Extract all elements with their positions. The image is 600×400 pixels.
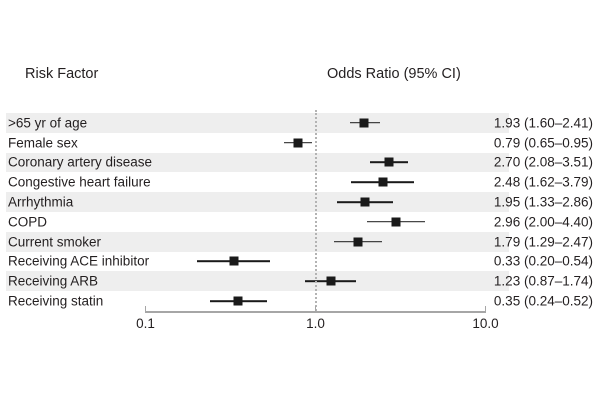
forest-row: Receiving ARB 1.23 (0.87–1.74) — [0, 271, 600, 292]
axis-tick-label: 0.1 — [136, 316, 155, 331]
risk-factor-label: >65 yr of age — [8, 115, 88, 131]
forest-row: COPD 2.96 (2.00–4.40) — [0, 212, 600, 232]
risk-factor-label: Coronary artery disease — [8, 154, 153, 170]
risk-factor-label: Current smoker — [8, 234, 102, 250]
risk-factor-label: Receiving ACE inhibitor — [8, 253, 150, 269]
or-ci-value: 0.33 (0.20–0.54) — [493, 253, 593, 269]
axis-tick — [144, 306, 147, 311]
risk-factor-label: Arrhythmia — [8, 194, 74, 210]
forest-row: Current smoker 1.79 (1.29–2.47) — [0, 231, 600, 252]
or-marker — [359, 118, 369, 128]
or-ci-value: 1.23 (0.87–1.74) — [493, 273, 593, 289]
row-stripe — [6, 152, 509, 173]
row-stripe — [6, 113, 509, 133]
forest-row: >65 yr of age 1.93 (1.60–2.41) — [0, 113, 600, 133]
or-marker — [353, 237, 363, 247]
forest-row: Coronary artery disease 2.70 (2.08–3.51) — [0, 152, 600, 173]
forest-row: Congestive heart failure 2.48 (1.62–3.79… — [0, 172, 600, 192]
axis-tick — [484, 306, 487, 311]
or-ci-value: 0.79 (0.65–0.95) — [493, 135, 593, 151]
or-ci-value: 2.48 (1.62–3.79) — [493, 174, 593, 190]
reference-line-or-1 — [314, 110, 317, 311]
forest-row: Arrhythmia 1.95 (1.33–2.86) — [0, 192, 600, 212]
or-ci-value: 1.95 (1.33–2.86) — [493, 194, 593, 210]
or-marker — [384, 157, 394, 167]
risk-factor-label: COPD — [8, 214, 48, 230]
or-marker — [326, 276, 336, 286]
column-header-risk-factor: Risk Factor — [25, 66, 99, 82]
risk-factor-label: Receiving statin — [8, 293, 104, 309]
risk-factor-label: Receiving ARB — [8, 273, 99, 289]
or-ci-value: 2.96 (2.00–4.40) — [493, 214, 593, 230]
forest-row: Receiving statin 0.35 (0.24–0.52) — [0, 291, 600, 311]
row-stripe — [6, 231, 509, 252]
or-marker — [293, 138, 303, 148]
row-stripe — [6, 271, 509, 292]
or-ci-value: 1.79 (1.29–2.47) — [493, 234, 593, 250]
or-ci-value: 1.93 (1.60–2.41) — [493, 115, 593, 131]
row-stripe — [6, 192, 509, 212]
or-marker — [360, 197, 370, 207]
forest-row: Receiving ACE inhibitor 0.33 (0.20–0.54) — [0, 252, 600, 272]
axis-tick-label: 10.0 — [472, 316, 499, 331]
or-marker — [378, 177, 388, 187]
x-axis-line — [145, 311, 486, 313]
column-header-odds-ratio: Odds Ratio (95% CI) — [327, 66, 461, 82]
or-ci-value: 2.70 (2.08–3.51) — [493, 154, 593, 170]
or-ci-value: 0.35 (0.24–0.52) — [493, 293, 593, 309]
axis-tick-label: 1.0 — [306, 316, 325, 331]
forest-row: Female sex 0.79 (0.65–0.95) — [0, 133, 600, 153]
axis-tick — [314, 306, 317, 311]
risk-factor-label: Female sex — [8, 135, 78, 151]
or-marker — [391, 217, 401, 227]
risk-factor-label: Congestive heart failure — [8, 174, 151, 190]
or-marker — [233, 296, 243, 306]
or-marker — [229, 256, 239, 266]
